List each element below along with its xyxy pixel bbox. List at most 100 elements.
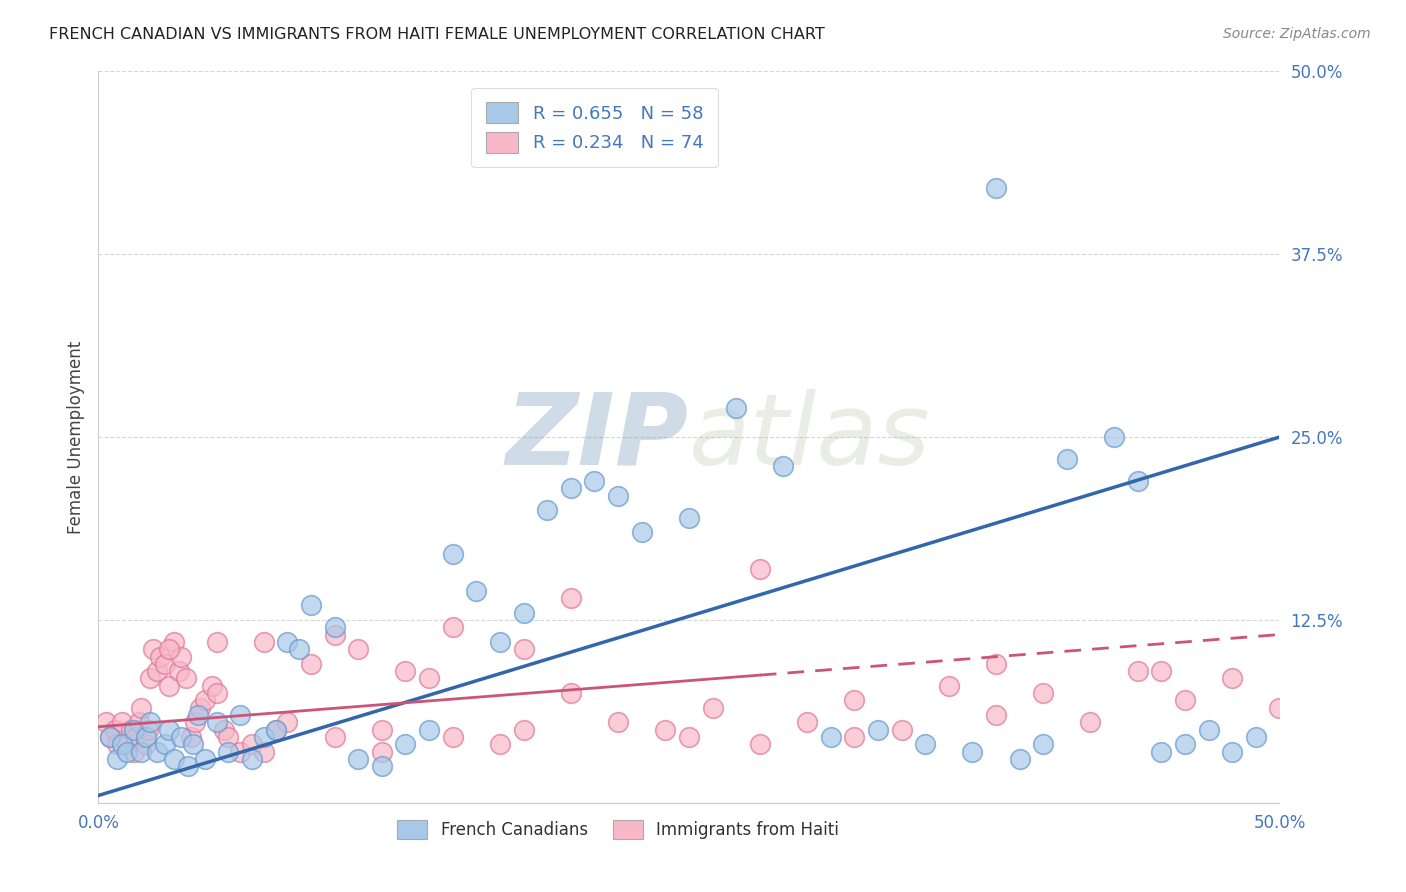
Point [844, 693, 866, 707]
Point [229, 708, 252, 723]
Point [264, 723, 287, 737]
Point [276, 635, 298, 649]
Point [1174, 693, 1197, 707]
Point [560, 591, 582, 605]
Point [1220, 672, 1243, 686]
Point [111, 715, 134, 730]
Point [240, 737, 263, 751]
Point [240, 752, 263, 766]
Point [188, 700, 211, 714]
Text: atlas: atlas [689, 389, 931, 485]
Point [98, 730, 121, 744]
Point [136, 723, 159, 737]
Point [890, 723, 912, 737]
Point [748, 737, 770, 751]
Point [371, 723, 394, 737]
Point [560, 481, 582, 495]
Point [1032, 686, 1054, 700]
Point [583, 474, 606, 488]
Point [560, 686, 582, 700]
Point [512, 642, 534, 657]
Point [163, 635, 186, 649]
Point [299, 599, 322, 613]
Point [146, 664, 169, 678]
Point [253, 635, 276, 649]
Point [180, 730, 202, 744]
Point [1102, 430, 1125, 444]
Point [748, 562, 770, 576]
Point [212, 723, 235, 737]
Point [820, 730, 842, 744]
Y-axis label: Female Unemployment: Female Unemployment [66, 341, 84, 533]
Point [205, 686, 228, 700]
Point [323, 627, 346, 641]
Point [914, 737, 936, 751]
Point [938, 679, 960, 693]
Point [276, 715, 298, 730]
Point [264, 723, 287, 737]
Point [1126, 474, 1149, 488]
Point [205, 635, 228, 649]
Point [288, 642, 311, 657]
Point [678, 730, 700, 744]
Point [229, 745, 252, 759]
Point [654, 723, 676, 737]
Point [512, 606, 534, 620]
Point [678, 510, 700, 524]
Point [135, 730, 157, 744]
Legend: French Canadians, Immigrants from Haiti: French Canadians, Immigrants from Haiti [391, 814, 845, 846]
Point [1220, 745, 1243, 759]
Text: Source: ZipAtlas.com: Source: ZipAtlas.com [1223, 27, 1371, 41]
Point [1126, 664, 1149, 678]
Point [702, 700, 724, 714]
Point [866, 723, 889, 737]
Point [1080, 715, 1102, 730]
Point [115, 745, 138, 759]
Point [1056, 452, 1078, 467]
Point [323, 620, 346, 634]
Point [418, 672, 440, 686]
Point [630, 525, 652, 540]
Point [253, 730, 276, 744]
Point [122, 745, 145, 759]
Point [962, 745, 984, 759]
Point [465, 583, 488, 598]
Text: FRENCH CANADIAN VS IMMIGRANTS FROM HAITI FEMALE UNEMPLOYMENT CORRELATION CHART: FRENCH CANADIAN VS IMMIGRANTS FROM HAITI… [49, 27, 825, 42]
Point [394, 664, 416, 678]
Point [489, 635, 512, 649]
Point [105, 737, 128, 751]
Point [607, 489, 630, 503]
Point [1174, 737, 1197, 751]
Point [441, 620, 464, 634]
Point [796, 715, 818, 730]
Point [984, 181, 1007, 195]
Point [1268, 700, 1291, 714]
Point [205, 715, 228, 730]
Point [1150, 664, 1173, 678]
Point [177, 759, 200, 773]
Point [299, 657, 322, 671]
Point [217, 745, 239, 759]
Point [128, 715, 150, 730]
Point [194, 693, 217, 707]
Point [441, 730, 464, 744]
Point [984, 708, 1007, 723]
Point [157, 642, 180, 657]
Point [201, 679, 224, 693]
Point [181, 737, 204, 751]
Point [129, 700, 152, 714]
Point [174, 672, 197, 686]
Point [115, 737, 138, 751]
Point [157, 679, 180, 693]
Point [122, 723, 145, 737]
Point [347, 642, 370, 657]
Point [253, 745, 276, 759]
Point [1008, 752, 1031, 766]
Point [984, 657, 1007, 671]
Point [217, 730, 239, 744]
Point [347, 752, 370, 766]
Point [153, 657, 176, 671]
Point [1032, 737, 1054, 751]
Point [142, 642, 165, 657]
Point [121, 723, 143, 737]
